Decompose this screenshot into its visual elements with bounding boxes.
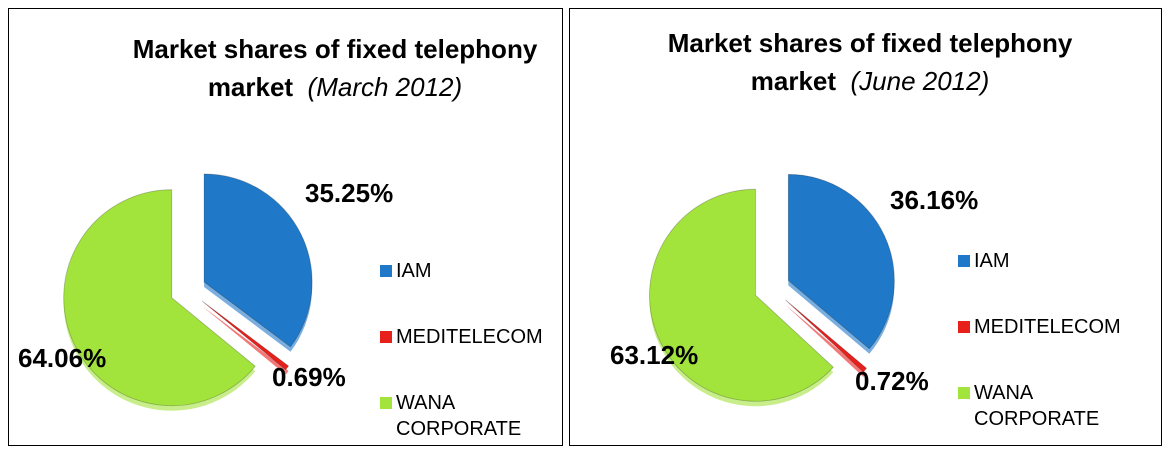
subtitle: (March 2012) [307,72,463,102]
legend-swatch [958,255,970,267]
title-text: Market shares of fixed telephony market [132,34,538,102]
data-label: 0.72% [855,366,929,396]
chart-title: Market shares of fixed telephony market … [645,24,1095,100]
legend-label: MEDITELECOM [974,316,1121,338]
slice-edge [785,304,867,377]
legend-label: IAM [974,250,1010,272]
data-label: 36.16% [890,185,979,215]
pie-slice [63,189,256,407]
data-label: 64.06% [18,343,107,373]
pie-slice [203,173,313,348]
data-label: 63.12% [610,340,699,370]
slice-edge [202,306,289,375]
legend-label: WANA CORPORATE [396,392,522,440]
pie-slice [787,174,895,350]
legend-label: IAM [396,260,432,282]
title-text: Market shares of fixed telephony market [667,28,1073,96]
pie-slice [785,299,868,373]
legend-label: MEDITELECOM [396,326,543,348]
legend-swatch [380,331,392,343]
data-label: 0.69% [272,362,346,392]
chart-panel [8,8,563,446]
legend-swatch [380,265,392,277]
legend-swatch [958,321,970,333]
data-label: 35.25% [305,178,394,208]
chart-panel [569,8,1162,446]
legend-label: WANA CORPORATE [974,382,1100,430]
subtitle: (June 2012) [850,66,990,96]
legend-swatch [958,387,970,399]
legend-swatch [380,397,392,409]
chart-title: Market shares of fixed telephony market … [110,30,560,106]
pie-slice [201,300,290,371]
pie-slice [649,188,834,402]
